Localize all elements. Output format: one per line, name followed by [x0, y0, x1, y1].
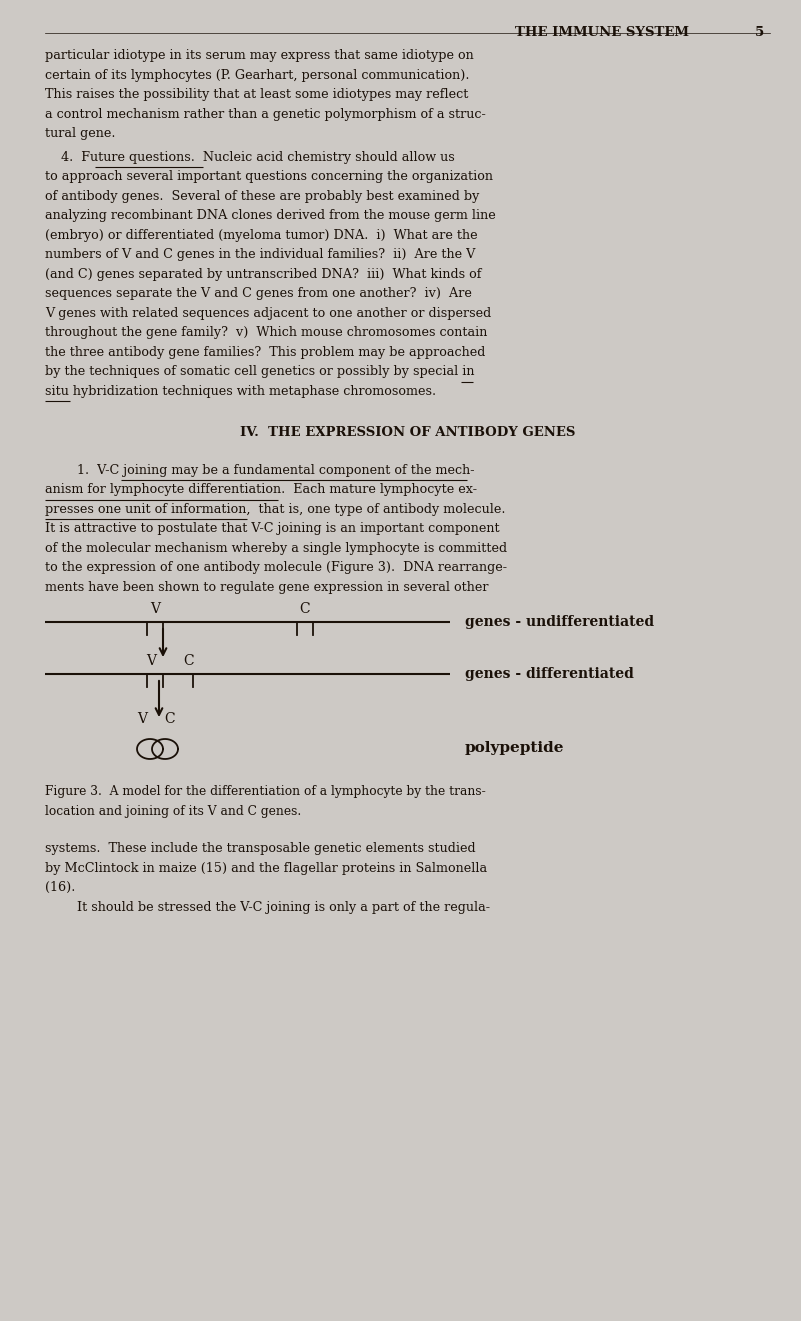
Text: V: V [150, 602, 160, 616]
Text: the three antibody gene families?  This problem may be approached: the three antibody gene families? This p… [45, 346, 485, 358]
Text: a control mechanism rather than a genetic polymorphism of a struc-: a control mechanism rather than a geneti… [45, 107, 485, 120]
Text: systems.  These include the transposable genetic elements studied: systems. These include the transposable … [45, 841, 476, 855]
Text: of the molecular mechanism whereby a single lymphocyte is committed: of the molecular mechanism whereby a sin… [45, 542, 507, 555]
Text: polypeptide: polypeptide [465, 741, 565, 756]
Text: tural gene.: tural gene. [45, 127, 115, 140]
Text: anism for lymphocyte differentiation.  Each mature lymphocyte ex-: anism for lymphocyte differentiation. Ea… [45, 483, 477, 495]
Text: ments have been shown to regulate gene expression in several other: ments have been shown to regulate gene e… [45, 580, 489, 593]
Text: (embryo) or differentiated (myeloma tumor) DNA.  i)  What are the: (embryo) or differentiated (myeloma tumo… [45, 229, 477, 242]
Text: V: V [146, 654, 156, 668]
Text: to the expression of one antibody molecule (Figure 3).  DNA rearrange-: to the expression of one antibody molecu… [45, 561, 507, 575]
Text: numbers of V and C genes in the individual families?  ii)  Are the V: numbers of V and C genes in the individu… [45, 248, 475, 262]
Text: presses one unit of information,  that is, one type of antibody molecule.: presses one unit of information, that is… [45, 502, 505, 515]
Text: V genes with related sequences adjacent to one another or dispersed: V genes with related sequences adjacent … [45, 306, 491, 320]
Text: (16).: (16). [45, 881, 75, 894]
Text: throughout the gene family?  v)  Which mouse chromosomes contain: throughout the gene family? v) Which mou… [45, 326, 487, 339]
Text: of antibody genes.  Several of these are probably best examined by: of antibody genes. Several of these are … [45, 189, 479, 202]
Text: 1.  V-C joining may be a fundamental component of the mech-: 1. V-C joining may be a fundamental comp… [45, 464, 474, 477]
Text: THE IMMUNE SYSTEM: THE IMMUNE SYSTEM [515, 26, 689, 40]
Text: particular idiotype in its serum may express that same idiotype on: particular idiotype in its serum may exp… [45, 49, 473, 62]
Text: 5: 5 [755, 26, 764, 40]
Text: by the techniques of somatic cell genetics or possibly by special in: by the techniques of somatic cell geneti… [45, 365, 474, 378]
Text: This raises the possibility that at least some idiotypes may reflect: This raises the possibility that at leas… [45, 89, 469, 100]
Text: analyzing recombinant DNA clones derived from the mouse germ line: analyzing recombinant DNA clones derived… [45, 209, 496, 222]
Text: It is attractive to postulate that V-C joining is an important component: It is attractive to postulate that V-C j… [45, 522, 500, 535]
Text: certain of its lymphocytes (P. Gearhart, personal communication).: certain of its lymphocytes (P. Gearhart,… [45, 69, 469, 82]
Text: genes - undifferentiated: genes - undifferentiated [465, 616, 654, 629]
Text: genes - differentiated: genes - differentiated [465, 667, 634, 682]
Text: location and joining of its V and C genes.: location and joining of its V and C gene… [45, 804, 301, 818]
Text: (and C) genes separated by untranscribed DNA?  iii)  What kinds of: (and C) genes separated by untranscribed… [45, 267, 481, 280]
Text: C: C [165, 712, 175, 727]
Text: sequences separate the V and C genes from one another?  iv)  Are: sequences separate the V and C genes fro… [45, 287, 472, 300]
Text: by McClintock in maize (15) and the flagellar proteins in Salmonella: by McClintock in maize (15) and the flag… [45, 861, 487, 875]
Text: C: C [300, 602, 310, 616]
Text: C: C [183, 654, 195, 668]
Text: to approach several important questions concerning the organization: to approach several important questions … [45, 170, 493, 184]
Text: situ hybridization techniques with metaphase chromosomes.: situ hybridization techniques with metap… [45, 384, 436, 398]
Text: It should be stressed the V-C joining is only a part of the regula-: It should be stressed the V-C joining is… [45, 901, 490, 914]
Text: V: V [137, 712, 147, 727]
Text: IV.  THE EXPRESSION OF ANTIBODY GENES: IV. THE EXPRESSION OF ANTIBODY GENES [239, 425, 575, 439]
Text: Figure 3.  A model for the differentiation of a lymphocyte by the trans-: Figure 3. A model for the differentiatio… [45, 785, 485, 798]
Text: 4.  Future questions.  Nucleic acid chemistry should allow us: 4. Future questions. Nucleic acid chemis… [45, 151, 455, 164]
